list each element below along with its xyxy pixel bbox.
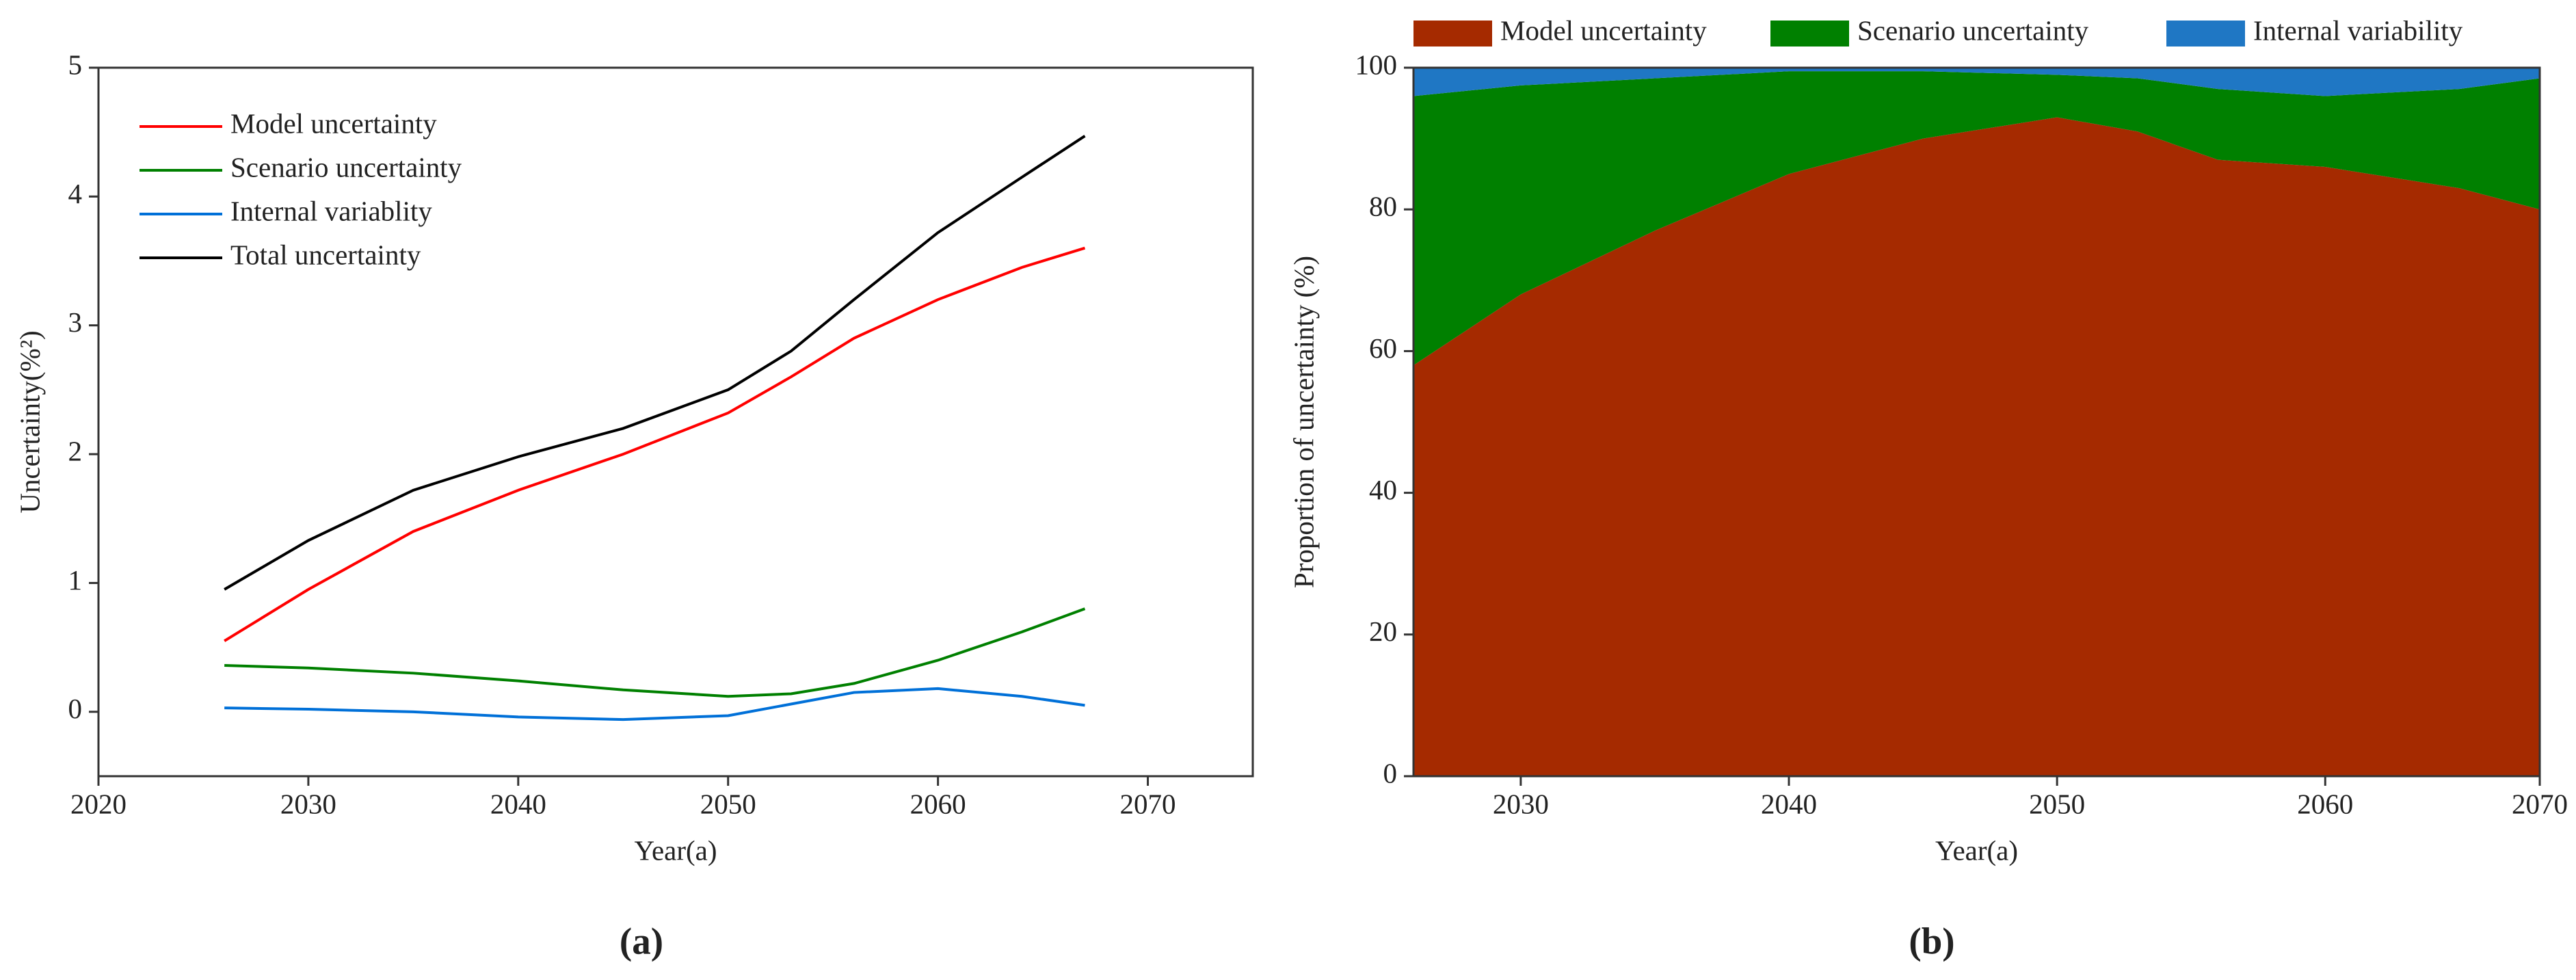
legend-label: Model uncertainty <box>230 107 437 139</box>
y-tick-label: 0 <box>1383 757 1398 789</box>
y-tick-label: 1 <box>68 564 83 596</box>
legend-swatch <box>1770 21 1849 47</box>
y-tick-label: 100 <box>1355 49 1398 80</box>
x-axis-title: Year(a) <box>634 834 717 866</box>
y-tick-label: 2 <box>68 435 83 466</box>
x-tick-label: 2040 <box>490 788 546 819</box>
legend-label: Total uncertainty <box>230 239 421 270</box>
legend-label: Internal variability <box>2253 14 2463 46</box>
legend-label: Scenario uncertainty <box>1857 14 2089 46</box>
x-tick-label: 2050 <box>2029 788 2085 819</box>
x-tick-label: 2060 <box>2297 788 2353 819</box>
legend-swatch <box>1413 21 1492 47</box>
x-tick-label: 2050 <box>700 788 756 819</box>
panel-label: (b) <box>1909 921 1954 962</box>
y-tick-label: 3 <box>68 306 83 338</box>
x-tick-label: 2030 <box>280 788 336 819</box>
y-tick-label: 80 <box>1369 191 1397 222</box>
plot-frame <box>97 66 1254 778</box>
line <box>224 607 1086 698</box>
legend-label: Internal variablity <box>230 195 432 226</box>
area <box>1413 68 2540 96</box>
y-tick-label: 5 <box>68 49 83 80</box>
y-tick-label: 4 <box>68 178 83 209</box>
line <box>224 246 1086 642</box>
x-tick-label: 2040 <box>1761 788 1817 819</box>
x-tick-label: 2070 <box>1120 788 1176 819</box>
y-axis-title: Proportion of uncertainty (%) <box>1288 256 1319 588</box>
area <box>1413 117 2540 776</box>
area <box>1413 71 2540 366</box>
line <box>224 687 1085 721</box>
y-tick-label: 60 <box>1369 332 1397 364</box>
panel-label: (a) <box>620 921 663 962</box>
plot-frame <box>1412 66 2541 778</box>
y-tick-label: 0 <box>68 693 83 724</box>
x-tick-label: 2030 <box>1493 788 1549 819</box>
y-tick-label: 40 <box>1369 474 1397 505</box>
x-tick-label: 2020 <box>70 788 127 819</box>
y-tick-label: 20 <box>1369 615 1397 647</box>
legend-swatch <box>2166 21 2245 47</box>
x-tick-label: 2060 <box>910 788 966 819</box>
line <box>224 135 1086 591</box>
x-tick-label: 2070 <box>2512 788 2568 819</box>
y-axis-title: Uncertainty(%²) <box>14 330 45 513</box>
x-axis-title: Year(a) <box>1935 834 2018 866</box>
legend-label: Model uncertainty <box>1500 14 1707 46</box>
legend-label: Scenario uncertainty <box>230 151 462 183</box>
